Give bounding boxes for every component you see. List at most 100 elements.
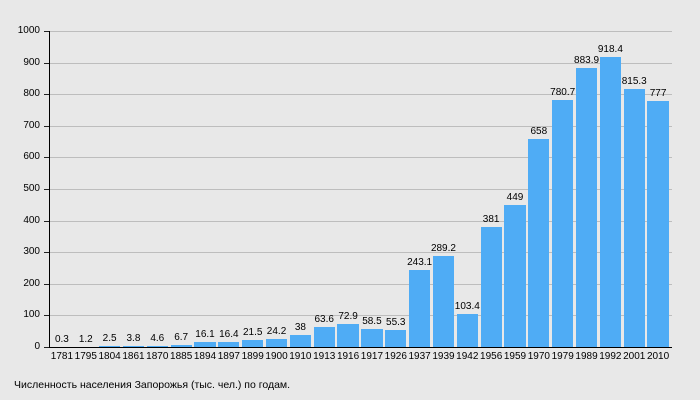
bar [170, 344, 192, 347]
bar [98, 346, 121, 347]
x-axis-year-label: 2010 [646, 351, 670, 362]
x-axis-year-label: 1979 [551, 351, 574, 362]
x-axis-year-label: 1939 [432, 351, 455, 362]
bar [122, 345, 145, 347]
x-axis-year-label: 1989 [575, 351, 598, 362]
bar-value-label: 777 [649, 88, 667, 100]
bar [242, 340, 264, 347]
bar-value-label: 1.2 [78, 333, 93, 345]
y-axis-tick [44, 252, 50, 254]
y-axis-tick [44, 315, 50, 317]
bar-value-label: 0.3 [54, 333, 69, 345]
y-axis-tick-label: 100 [23, 309, 40, 321]
x-axis-year-label: 1910 [289, 351, 312, 362]
bar-value-label: 918.4 [597, 43, 623, 55]
bar [218, 341, 240, 347]
bar [432, 255, 455, 347]
bar-value-label: 289.2 [430, 242, 456, 254]
y-axis-tick [44, 157, 50, 159]
gridline [50, 62, 672, 64]
bar-value-label: 24.2 [266, 326, 287, 338]
y-axis-tick-label: 800 [23, 88, 40, 100]
x-axis-line [49, 347, 672, 348]
y-axis-tick-label: 600 [23, 151, 40, 163]
bar [552, 100, 574, 347]
bar [313, 326, 335, 347]
y-axis-tick-label: 200 [23, 277, 40, 289]
bar [194, 341, 216, 347]
chart-caption: Численность населения Запорожья (тыс. че… [14, 379, 291, 391]
x-axis-year-label: 2001 [623, 351, 646, 362]
bar [504, 205, 526, 347]
y-axis-tick-label: 400 [23, 214, 40, 226]
y-axis-tick [44, 220, 50, 222]
bar [575, 67, 598, 347]
gridline [50, 125, 672, 127]
gridline [50, 252, 672, 254]
bar-value-label: 72.9 [338, 310, 358, 322]
x-axis-year-label: 1917 [360, 351, 384, 362]
bar-value-label: 243.1 [407, 257, 433, 269]
bar [480, 226, 502, 347]
bar-value-label: 58.5 [362, 315, 382, 327]
y-axis-tick [44, 347, 50, 348]
x-axis-year-label: 1897 [217, 351, 240, 362]
y-axis-tick-label: 0 [34, 341, 40, 352]
bar-value-label: 3.8 [126, 332, 141, 344]
bar [265, 339, 288, 347]
y-axis-tick-label: 300 [23, 246, 40, 258]
bar-value-label: 38 [294, 321, 306, 333]
x-axis-year-label: 1916 [336, 351, 360, 362]
x-axis-year-label: 1870 [146, 351, 169, 362]
x-axis-year-label: 1970 [527, 351, 550, 362]
bar-value-label: 815.3 [621, 76, 647, 88]
x-axis-year-label: 1913 [313, 351, 336, 362]
x-axis-year-label: 1900 [265, 351, 288, 362]
bar-value-label: 55.3 [386, 316, 406, 328]
x-axis-year-label: 1781 [50, 351, 74, 362]
y-axis-tick [44, 62, 50, 64]
x-axis-year-label: 1885 [170, 351, 193, 362]
y-axis-tick [44, 94, 50, 96]
y-axis-tick [44, 31, 50, 32]
y-axis-tick-label: 900 [23, 56, 40, 68]
x-axis-year-label: 1899 [241, 351, 264, 362]
y-axis-tick [44, 283, 50, 285]
bar-value-label: 381 [482, 213, 500, 225]
bar-value-label: 103.4 [454, 301, 480, 313]
x-axis-year-label: 1959 [503, 351, 527, 362]
bar-value-label: 2.5 [102, 333, 117, 345]
bar-value-label: 63.6 [314, 313, 334, 325]
bar [408, 270, 431, 347]
gridline [50, 94, 672, 96]
bar [647, 101, 669, 347]
bar [385, 329, 407, 347]
gridline [50, 283, 672, 285]
bar [599, 56, 621, 347]
bar-value-label: 21.5 [242, 327, 263, 339]
bar [337, 323, 359, 347]
x-axis-year-label: 1956 [480, 351, 503, 362]
bar-value-label: 4.6 [150, 332, 165, 344]
bar [528, 139, 550, 347]
y-axis-line [49, 31, 50, 348]
bar-value-label: 449 [506, 192, 524, 204]
x-axis-year-label: 1795 [74, 351, 97, 362]
bar-value-label: 16.4 [219, 328, 239, 340]
y-axis-tick-label: 700 [23, 119, 40, 131]
x-axis-year-label: 1894 [193, 351, 217, 362]
y-axis-tick [44, 189, 50, 190]
gridline [50, 220, 672, 222]
x-axis-year-label: 1937 [408, 351, 431, 362]
bar-value-label: 780.7 [550, 87, 576, 99]
y-axis-tick-label: 1000 [17, 25, 40, 36]
bar [289, 334, 311, 347]
bar-value-label: 16.1 [195, 328, 215, 340]
bar [623, 89, 645, 347]
bar [361, 328, 383, 347]
gridline [50, 157, 672, 159]
gridline [50, 189, 672, 190]
x-axis-year-label: 1926 [384, 351, 407, 362]
gridline [50, 31, 672, 32]
bar-value-label: 6.7 [174, 331, 189, 343]
